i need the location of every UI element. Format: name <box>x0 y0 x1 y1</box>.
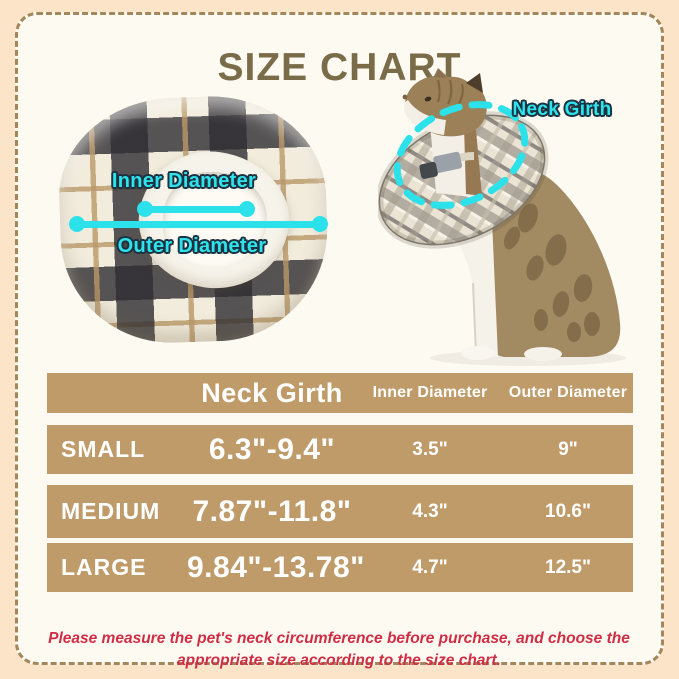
outer-diameter-measure-line <box>69 216 328 232</box>
table-row-small: SMALL 6.3"-9.4" 3.5" 9" <box>47 425 633 474</box>
measure-endpoint-dot <box>312 216 328 232</box>
size-table: Neck Girth Inner Diameter Outer Diameter… <box>47 373 633 598</box>
neck-girth-label: Neck Girth <box>512 99 612 120</box>
measure-endpoint-dot <box>239 201 255 217</box>
measure-endpoint-dot <box>137 201 153 217</box>
table-row-large: LARGE 9.84"-13.78" 4.7" 12.5" <box>47 543 633 592</box>
inner-diameter-cell: 3.5" <box>412 438 448 460</box>
inner-diameter-label: Inner Diameter <box>111 170 257 192</box>
measure-endpoint-dot <box>69 216 85 232</box>
outer-diameter-cell: 9" <box>558 438 578 460</box>
inner-diameter-cell: 4.7" <box>412 556 448 578</box>
table-header-row: Neck Girth Inner Diameter Outer Diameter <box>47 373 633 413</box>
page-title: SIZE CHART <box>217 46 462 90</box>
inner-diameter-cell: 4.3" <box>412 500 448 522</box>
size-cell: LARGE <box>61 554 147 580</box>
size-cell: MEDIUM <box>61 498 161 524</box>
inner-diameter-measure-line <box>137 201 255 217</box>
outer-diameter-cell: 12.5" <box>545 556 591 578</box>
outer-diameter-label: Outer Diameter <box>117 235 267 257</box>
column-header-outer-diameter: Outer Diameter <box>508 384 628 401</box>
column-header-neck-girth: Neck Girth <box>201 377 343 408</box>
outer-diameter-cell: 10.6" <box>545 500 591 522</box>
neck-girth-cell: 7.87"-11.8" <box>192 494 352 528</box>
size-cell: SMALL <box>61 436 146 462</box>
column-header-inner-diameter: Inner Diameter <box>372 384 488 401</box>
neck-girth-cell: 9.84"-13.78" <box>187 550 365 584</box>
purchase-note: Please measure the pet's neck circumfere… <box>48 629 630 669</box>
donut-center-hole <box>163 172 267 268</box>
table-row-medium: MEDIUM 7.87"-11.8" 4.3" 10.6" <box>47 485 633 538</box>
neck-girth-cell: 6.3"-9.4" <box>208 432 336 466</box>
